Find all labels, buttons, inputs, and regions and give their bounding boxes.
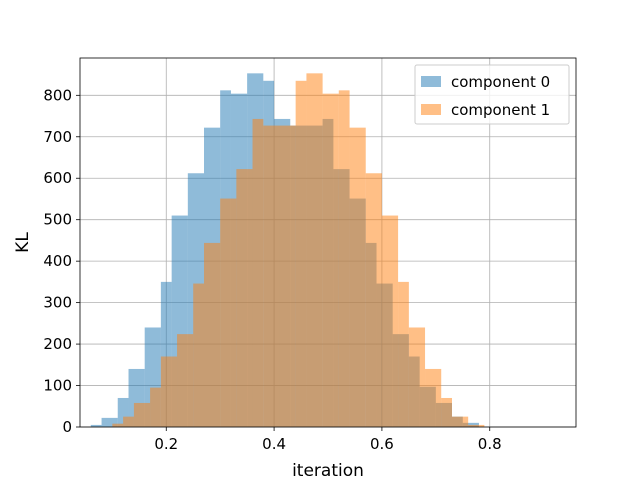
legend: component 0 component 1 bbox=[414, 64, 570, 125]
histogram-bar-series-1 bbox=[150, 387, 161, 427]
histogram-bar-series-1 bbox=[365, 173, 382, 427]
histogram-bar-series-1 bbox=[177, 334, 194, 427]
x-tick-label: 0.6 bbox=[370, 435, 394, 453]
x-axis-label: iteration bbox=[292, 461, 364, 480]
histogram-bar-series-0 bbox=[90, 424, 102, 427]
histogram-bar-series-0 bbox=[117, 397, 129, 427]
histogram-bar-series-1 bbox=[193, 283, 204, 427]
y-tick-label: 100 bbox=[43, 377, 72, 395]
axis-ticks: 0.2 0.4 0.6 0.8 0 100 200 300 400 500 600 700 800 bbox=[43, 86, 501, 453]
x-tick-label: 0.8 bbox=[478, 435, 502, 453]
y-tick-label: 500 bbox=[43, 211, 72, 229]
legend-box bbox=[414, 64, 570, 125]
legend-label-component-0: component 0 bbox=[451, 73, 550, 91]
histogram-bar-series-1 bbox=[133, 402, 151, 427]
histogram-bar-series-1 bbox=[236, 169, 253, 427]
histogram-bar-series-1 bbox=[349, 127, 366, 427]
y-tick-label: 800 bbox=[43, 86, 72, 104]
legend-swatch-component-1 bbox=[421, 104, 441, 115]
histogram-bar-series-1 bbox=[295, 80, 307, 427]
histogram-bar-series-1 bbox=[112, 423, 124, 427]
histogram-bar-series-0 bbox=[101, 417, 118, 427]
x-tick-label: 0.2 bbox=[154, 435, 178, 453]
histogram-bar-series-1 bbox=[252, 118, 264, 427]
y-tick-label: 700 bbox=[43, 128, 72, 146]
histogram-bar-series-1 bbox=[441, 397, 452, 427]
histogram-bar-series-1 bbox=[263, 125, 280, 427]
y-axis-label: KL bbox=[13, 232, 33, 253]
x-tick-label: 0.4 bbox=[262, 435, 286, 453]
legend-label-component-1: component 1 bbox=[451, 101, 550, 119]
y-tick-label: 300 bbox=[43, 294, 72, 312]
histogram-bar-series-1 bbox=[322, 93, 339, 427]
histogram-bar-series-1 bbox=[338, 90, 350, 427]
y-tick-label: 400 bbox=[43, 252, 72, 270]
histogram-bar-series-1 bbox=[398, 281, 409, 427]
histogram-bar-series-0 bbox=[160, 281, 172, 427]
histogram-bar-series-1 bbox=[123, 416, 134, 427]
histogram-bar-series-1 bbox=[408, 327, 426, 427]
histogram-bar-series-1 bbox=[468, 424, 485, 427]
plot-frame bbox=[79, 57, 577, 428]
histogram-bar-series-1 bbox=[381, 215, 399, 427]
y-tick-label: 0 bbox=[62, 418, 72, 436]
y-tick-label: 600 bbox=[43, 169, 72, 187]
histogram-bar-series-1 bbox=[160, 356, 178, 427]
legend-swatch-component-0 bbox=[421, 76, 441, 87]
y-tick-label: 200 bbox=[43, 335, 72, 353]
histogram-bar-series-1 bbox=[425, 368, 442, 427]
histogram-bar-series-1 bbox=[306, 73, 323, 427]
histogram-bar-series-1 bbox=[220, 198, 237, 427]
histogram-bar-series-1 bbox=[204, 242, 221, 427]
bars bbox=[90, 73, 485, 427]
histogram-bar-series-1 bbox=[452, 416, 469, 427]
histogram-bar-series-1 bbox=[279, 125, 296, 427]
